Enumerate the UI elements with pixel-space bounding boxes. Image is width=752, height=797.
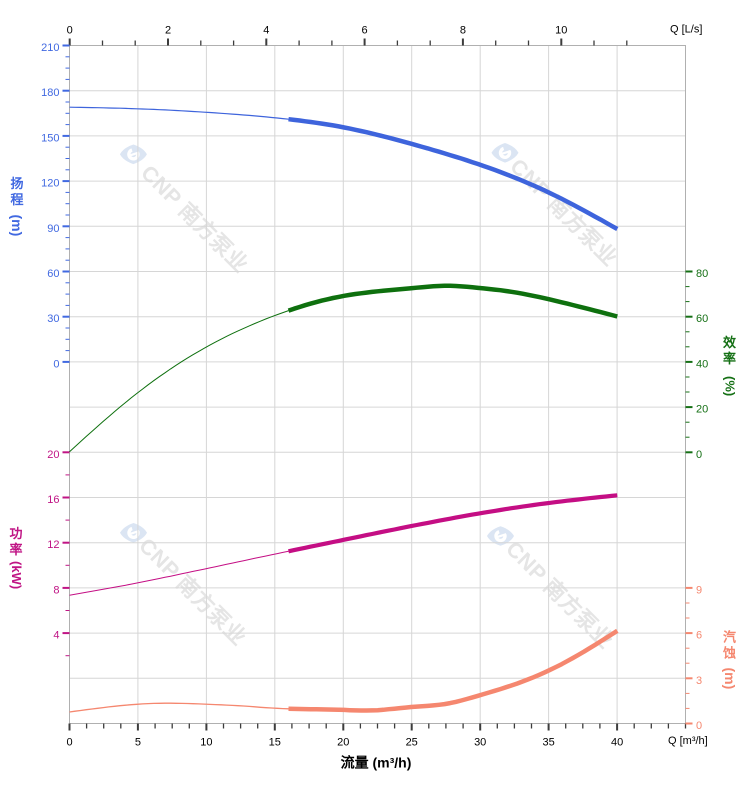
svg-text:(%): (%) <box>723 376 738 396</box>
svg-text:60: 60 <box>47 268 59 280</box>
svg-text:0: 0 <box>696 449 702 461</box>
svg-text:3: 3 <box>696 675 702 687</box>
svg-text:20: 20 <box>47 449 59 461</box>
svg-text:16: 16 <box>47 494 59 506</box>
svg-text:10: 10 <box>555 25 567 37</box>
svg-text:4: 4 <box>53 630 59 642</box>
svg-text:(m): (m) <box>9 215 25 237</box>
svg-text:30: 30 <box>47 313 59 325</box>
svg-text:0: 0 <box>66 737 72 749</box>
svg-text:20: 20 <box>337 737 349 749</box>
svg-text:2: 2 <box>165 25 171 37</box>
svg-text:5: 5 <box>135 737 141 749</box>
svg-text:25: 25 <box>406 737 418 749</box>
svg-text:40: 40 <box>696 358 708 370</box>
svg-text:Q [m³/h]: Q [m³/h] <box>668 735 708 747</box>
svg-text:4: 4 <box>263 25 269 37</box>
svg-text:8: 8 <box>460 25 466 37</box>
svg-text:扬程: 扬程 <box>10 176 23 207</box>
svg-text:汽蚀: 汽蚀 <box>722 630 736 661</box>
svg-text:10: 10 <box>200 737 212 749</box>
svg-text:35: 35 <box>542 737 554 749</box>
svg-text:6: 6 <box>362 25 368 37</box>
svg-text:9: 9 <box>696 584 702 596</box>
svg-text:Q [L/s]: Q [L/s] <box>670 24 702 36</box>
svg-text:15: 15 <box>269 737 281 749</box>
svg-text:流量 (m³/h): 流量 (m³/h) <box>341 755 412 771</box>
svg-text:120: 120 <box>41 178 59 190</box>
svg-text:8: 8 <box>53 584 59 596</box>
svg-text:90: 90 <box>47 223 59 235</box>
svg-text:功率: 功率 <box>9 526 22 557</box>
svg-text:30: 30 <box>474 737 486 749</box>
svg-text:6: 6 <box>696 630 702 642</box>
svg-text:(kW): (kW) <box>9 561 24 589</box>
svg-text:0: 0 <box>67 25 73 37</box>
svg-text:12: 12 <box>47 539 59 551</box>
svg-text:60: 60 <box>696 313 708 325</box>
svg-text:210: 210 <box>41 42 59 54</box>
svg-text:20: 20 <box>696 404 708 416</box>
svg-text:(m): (m) <box>722 668 738 690</box>
svg-text:80: 80 <box>696 268 708 280</box>
svg-text:150: 150 <box>41 132 59 144</box>
svg-text:0: 0 <box>53 358 59 370</box>
svg-text:40: 40 <box>611 737 623 749</box>
svg-text:效率: 效率 <box>723 335 737 366</box>
svg-text:180: 180 <box>41 87 59 99</box>
svg-text:0: 0 <box>696 720 702 732</box>
